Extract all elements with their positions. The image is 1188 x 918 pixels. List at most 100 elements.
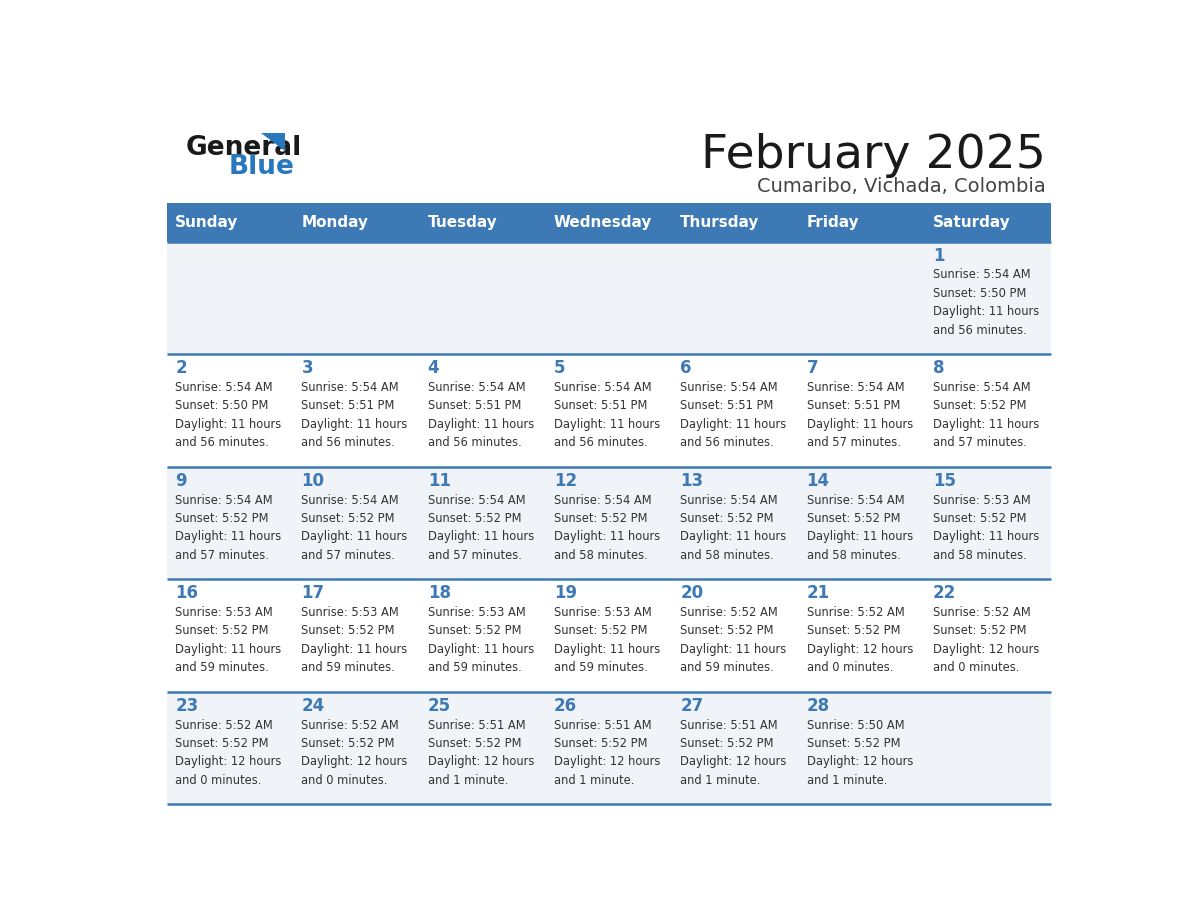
Text: Sunset: 5:52 PM: Sunset: 5:52 PM bbox=[933, 399, 1026, 412]
Text: 22: 22 bbox=[933, 584, 956, 602]
Text: Daylight: 11 hours: Daylight: 11 hours bbox=[554, 531, 661, 543]
Text: Sunset: 5:52 PM: Sunset: 5:52 PM bbox=[428, 624, 522, 637]
Text: Sunset: 5:52 PM: Sunset: 5:52 PM bbox=[681, 512, 773, 525]
Text: 3: 3 bbox=[302, 359, 314, 377]
Text: General: General bbox=[185, 135, 302, 161]
Text: 14: 14 bbox=[807, 472, 829, 489]
Text: Sunset: 5:52 PM: Sunset: 5:52 PM bbox=[933, 624, 1026, 637]
Text: 24: 24 bbox=[302, 697, 324, 715]
Text: and 59 minutes.: and 59 minutes. bbox=[175, 661, 268, 674]
Text: Friday: Friday bbox=[807, 215, 859, 230]
Text: 10: 10 bbox=[302, 472, 324, 489]
Text: Sunset: 5:51 PM: Sunset: 5:51 PM bbox=[554, 399, 647, 412]
Text: Daylight: 11 hours: Daylight: 11 hours bbox=[933, 306, 1040, 319]
Text: and 0 minutes.: and 0 minutes. bbox=[807, 661, 893, 674]
Text: Sunrise: 5:51 AM: Sunrise: 5:51 AM bbox=[554, 719, 652, 732]
Text: and 0 minutes.: and 0 minutes. bbox=[175, 774, 261, 787]
Text: Sunrise: 5:54 AM: Sunrise: 5:54 AM bbox=[428, 381, 525, 394]
Text: and 59 minutes.: and 59 minutes. bbox=[428, 661, 522, 674]
Bar bbox=[166, 241, 1051, 354]
Text: Sunrise: 5:53 AM: Sunrise: 5:53 AM bbox=[428, 606, 525, 619]
Text: Sunset: 5:52 PM: Sunset: 5:52 PM bbox=[681, 624, 773, 637]
Text: Daylight: 11 hours: Daylight: 11 hours bbox=[807, 531, 912, 543]
Text: Daylight: 11 hours: Daylight: 11 hours bbox=[175, 531, 282, 543]
Text: Sunset: 5:52 PM: Sunset: 5:52 PM bbox=[175, 512, 268, 525]
Bar bbox=[166, 579, 1051, 692]
Text: Sunrise: 5:52 AM: Sunrise: 5:52 AM bbox=[175, 719, 273, 732]
Text: Sunset: 5:52 PM: Sunset: 5:52 PM bbox=[554, 737, 647, 750]
Text: and 57 minutes.: and 57 minutes. bbox=[302, 549, 396, 562]
Text: Sunrise: 5:52 AM: Sunrise: 5:52 AM bbox=[302, 719, 399, 732]
Text: and 0 minutes.: and 0 minutes. bbox=[302, 774, 387, 787]
Bar bbox=[166, 466, 1051, 579]
Text: Daylight: 11 hours: Daylight: 11 hours bbox=[428, 643, 533, 655]
Text: Daylight: 11 hours: Daylight: 11 hours bbox=[807, 418, 912, 431]
Text: Daylight: 11 hours: Daylight: 11 hours bbox=[681, 531, 786, 543]
Text: Sunset: 5:52 PM: Sunset: 5:52 PM bbox=[302, 624, 394, 637]
Text: Sunset: 5:52 PM: Sunset: 5:52 PM bbox=[428, 737, 522, 750]
Text: Daylight: 11 hours: Daylight: 11 hours bbox=[302, 531, 407, 543]
Text: Sunset: 5:52 PM: Sunset: 5:52 PM bbox=[807, 624, 901, 637]
Text: and 57 minutes.: and 57 minutes. bbox=[175, 549, 268, 562]
Text: Daylight: 11 hours: Daylight: 11 hours bbox=[175, 418, 282, 431]
Text: Daylight: 12 hours: Daylight: 12 hours bbox=[933, 643, 1040, 655]
Text: Sunset: 5:52 PM: Sunset: 5:52 PM bbox=[302, 737, 394, 750]
Text: Sunrise: 5:52 AM: Sunrise: 5:52 AM bbox=[933, 606, 1030, 619]
Text: Sunset: 5:52 PM: Sunset: 5:52 PM bbox=[681, 737, 773, 750]
Text: 17: 17 bbox=[302, 584, 324, 602]
Text: 16: 16 bbox=[175, 584, 198, 602]
Text: Daylight: 11 hours: Daylight: 11 hours bbox=[681, 643, 786, 655]
Text: Sunset: 5:52 PM: Sunset: 5:52 PM bbox=[933, 512, 1026, 525]
Bar bbox=[166, 692, 1051, 804]
Text: Sunset: 5:51 PM: Sunset: 5:51 PM bbox=[428, 399, 522, 412]
Text: and 56 minutes.: and 56 minutes. bbox=[175, 436, 268, 449]
Text: and 59 minutes.: and 59 minutes. bbox=[302, 661, 396, 674]
Text: Sunrise: 5:52 AM: Sunrise: 5:52 AM bbox=[681, 606, 778, 619]
Bar bbox=[166, 204, 1051, 241]
Text: 25: 25 bbox=[428, 697, 451, 715]
Text: and 57 minutes.: and 57 minutes. bbox=[807, 436, 901, 449]
Text: Daylight: 12 hours: Daylight: 12 hours bbox=[807, 756, 912, 768]
Text: Daylight: 11 hours: Daylight: 11 hours bbox=[428, 531, 533, 543]
Text: Sunset: 5:52 PM: Sunset: 5:52 PM bbox=[175, 737, 268, 750]
Text: Daylight: 11 hours: Daylight: 11 hours bbox=[428, 418, 533, 431]
Text: Sunset: 5:51 PM: Sunset: 5:51 PM bbox=[807, 399, 901, 412]
Text: Cumaribo, Vichada, Colombia: Cumaribo, Vichada, Colombia bbox=[758, 177, 1047, 196]
Text: Daylight: 11 hours: Daylight: 11 hours bbox=[554, 643, 661, 655]
Text: Daylight: 11 hours: Daylight: 11 hours bbox=[933, 418, 1040, 431]
Text: Sunrise: 5:54 AM: Sunrise: 5:54 AM bbox=[933, 268, 1030, 282]
Text: 19: 19 bbox=[554, 584, 577, 602]
Text: 12: 12 bbox=[554, 472, 577, 489]
Text: Sunday: Sunday bbox=[175, 215, 239, 230]
Text: Monday: Monday bbox=[302, 215, 368, 230]
Text: Daylight: 11 hours: Daylight: 11 hours bbox=[554, 418, 661, 431]
Text: Sunrise: 5:54 AM: Sunrise: 5:54 AM bbox=[933, 381, 1030, 394]
Text: Sunset: 5:52 PM: Sunset: 5:52 PM bbox=[175, 624, 268, 637]
Text: Daylight: 12 hours: Daylight: 12 hours bbox=[554, 756, 661, 768]
Text: Sunrise: 5:54 AM: Sunrise: 5:54 AM bbox=[807, 494, 904, 507]
Text: and 57 minutes.: and 57 minutes. bbox=[933, 436, 1026, 449]
Text: Daylight: 11 hours: Daylight: 11 hours bbox=[302, 418, 407, 431]
Text: 2: 2 bbox=[175, 359, 187, 377]
Text: Sunset: 5:50 PM: Sunset: 5:50 PM bbox=[175, 399, 268, 412]
Text: 27: 27 bbox=[681, 697, 703, 715]
Text: Daylight: 12 hours: Daylight: 12 hours bbox=[681, 756, 786, 768]
Text: and 58 minutes.: and 58 minutes. bbox=[681, 549, 775, 562]
Text: Sunrise: 5:53 AM: Sunrise: 5:53 AM bbox=[175, 606, 273, 619]
Text: 13: 13 bbox=[681, 472, 703, 489]
Text: 7: 7 bbox=[807, 359, 819, 377]
Text: Wednesday: Wednesday bbox=[554, 215, 652, 230]
Text: Sunrise: 5:54 AM: Sunrise: 5:54 AM bbox=[554, 381, 652, 394]
Text: and 1 minute.: and 1 minute. bbox=[428, 774, 508, 787]
Text: and 56 minutes.: and 56 minutes. bbox=[681, 436, 775, 449]
Text: and 59 minutes.: and 59 minutes. bbox=[681, 661, 775, 674]
Text: Sunrise: 5:54 AM: Sunrise: 5:54 AM bbox=[302, 494, 399, 507]
Text: Daylight: 11 hours: Daylight: 11 hours bbox=[302, 643, 407, 655]
Text: Sunrise: 5:54 AM: Sunrise: 5:54 AM bbox=[807, 381, 904, 394]
Text: February 2025: February 2025 bbox=[701, 133, 1047, 178]
Text: Sunrise: 5:52 AM: Sunrise: 5:52 AM bbox=[807, 606, 904, 619]
Text: Sunset: 5:52 PM: Sunset: 5:52 PM bbox=[554, 512, 647, 525]
Text: and 1 minute.: and 1 minute. bbox=[681, 774, 760, 787]
Text: Sunrise: 5:54 AM: Sunrise: 5:54 AM bbox=[681, 381, 778, 394]
Text: 5: 5 bbox=[554, 359, 565, 377]
